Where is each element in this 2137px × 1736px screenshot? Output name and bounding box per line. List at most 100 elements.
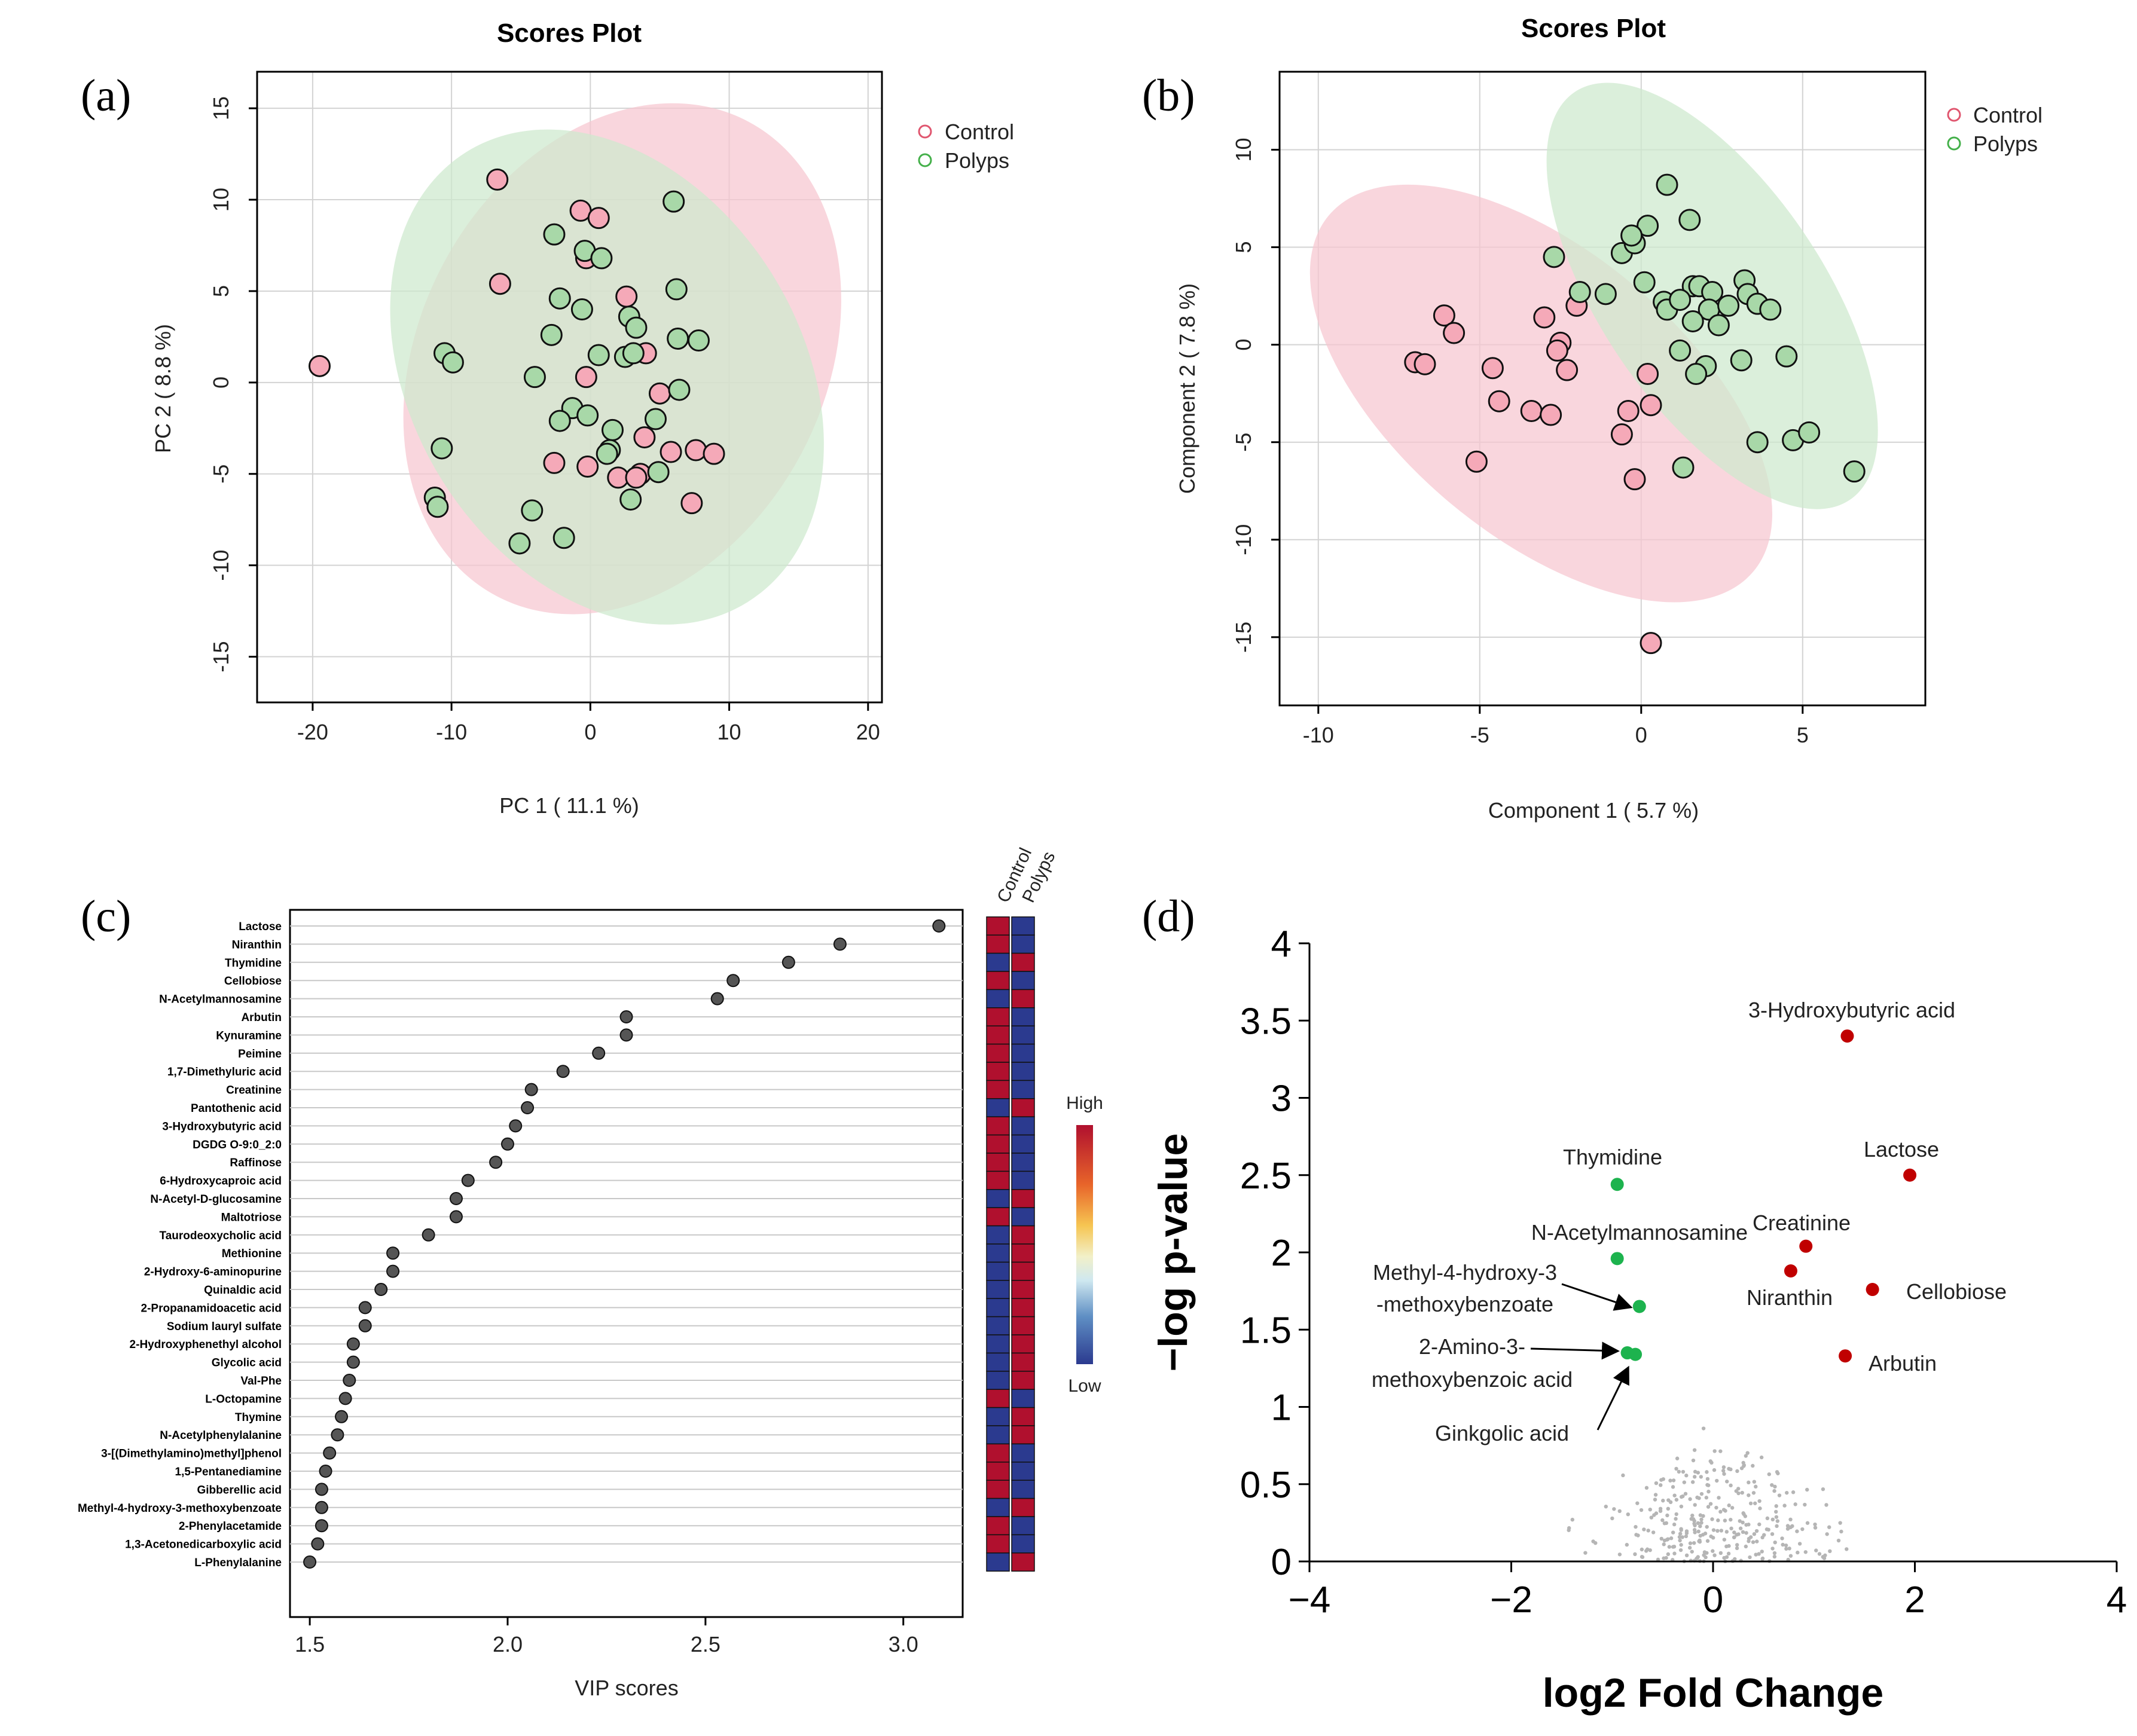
sig-point-up (1839, 1349, 1852, 1363)
label-ginkgolic: Ginkgolic acid (1435, 1421, 1569, 1445)
nonsig-point (1648, 1507, 1652, 1512)
vip-point (346, 1337, 360, 1351)
nonsig-point (1757, 1552, 1761, 1556)
heat-cell-control (986, 934, 1010, 954)
heat-cell-control (986, 1153, 1010, 1172)
vip-feature-label: Thymine (235, 1411, 282, 1424)
nonsig-point (1784, 1543, 1788, 1548)
panel-b-letter: (b) (1142, 71, 1195, 121)
nonsig-point (1678, 1538, 1682, 1543)
heat-cell-polyps (1011, 1043, 1035, 1063)
nonsig-point (1696, 1521, 1701, 1526)
nonsig-point (1751, 1491, 1756, 1495)
vip-feature-label: DGDG O-9:0_2:0 (193, 1139, 282, 1151)
nonsig-point (1678, 1548, 1683, 1552)
arrow-methyl (1561, 1283, 1633, 1311)
nonsig-point (1654, 1481, 1659, 1486)
vip-point (781, 955, 795, 969)
nonsig-point (1680, 1535, 1684, 1539)
nonsig-point (1697, 1496, 1701, 1500)
heat-cell-polyps (1011, 1170, 1035, 1190)
vip-point (500, 1137, 514, 1151)
nonsig-point (1735, 1543, 1739, 1547)
vip-feature-label: Val-Phe (240, 1375, 282, 1387)
nonsig-point (1690, 1549, 1694, 1554)
heat-cell-control (986, 1225, 1010, 1245)
vip-feature-label: N-Acetylmannosamine (159, 994, 282, 1006)
nonsig-point (1775, 1524, 1779, 1529)
heat-cell-polyps (1011, 1497, 1035, 1517)
heat-cell-polyps (1011, 1080, 1035, 1099)
nonsig-point (1660, 1518, 1665, 1523)
nonsig-point (1692, 1518, 1696, 1523)
nonsig-point (1688, 1497, 1692, 1501)
nonsig-point (1688, 1541, 1693, 1545)
nonsig-point (1653, 1497, 1657, 1502)
vip-point (932, 919, 946, 933)
sig-point-down (1610, 1178, 1624, 1191)
x-tick-label: 1.5 (295, 1632, 325, 1656)
y-tick-label: -5 (1231, 433, 1256, 452)
nonsig-point (1772, 1551, 1777, 1555)
heat-cell-control (986, 1062, 1010, 1081)
confidence-ellipse-polyps (390, 129, 824, 625)
nonsig-point (1659, 1478, 1663, 1482)
sig-point-up (1866, 1283, 1879, 1297)
nonsig-point (1777, 1493, 1782, 1497)
nonsig-point (1679, 1543, 1683, 1547)
point-control (1488, 390, 1510, 412)
vip-point (386, 1264, 400, 1278)
point-polyps (1637, 215, 1659, 237)
point-polyps (668, 378, 691, 401)
x-tick-label: 0 (584, 720, 596, 744)
nonsig-point (1705, 1477, 1710, 1481)
point-polyps (644, 408, 667, 430)
nonsig-point (1754, 1484, 1758, 1489)
nonsig-point (1687, 1545, 1692, 1550)
vip-point (422, 1228, 435, 1242)
nonsig-point (1666, 1506, 1671, 1511)
nonsig-point (1744, 1454, 1748, 1458)
nonsig-point (1683, 1492, 1688, 1496)
nonsig-point (1715, 1478, 1719, 1483)
legend-a-polyps-marker (918, 153, 932, 167)
point-polyps (1543, 246, 1565, 268)
nonsig-point (1770, 1546, 1775, 1551)
nonsig-point (1800, 1527, 1805, 1532)
heat-cell-polyps (1011, 1552, 1035, 1572)
point-polyps (1678, 209, 1701, 231)
point-polyps (587, 344, 610, 366)
heat-cell-polyps (1011, 1025, 1035, 1045)
nonsig-point (1729, 1483, 1733, 1488)
vip-feature-label: Methyl-4-hydroxy-3-methoxybenzoate (78, 1502, 282, 1515)
vip-feature-label: Gibberellic acid (197, 1484, 282, 1496)
nonsig-point (1821, 1555, 1825, 1559)
nonsig-point (1612, 1507, 1616, 1511)
y-tick-label: 2.5 (1240, 1156, 1292, 1197)
nonsig-point (1701, 1426, 1706, 1431)
point-polyps (1672, 456, 1695, 479)
nonsig-point (1824, 1503, 1828, 1507)
heat-cell-control (986, 1316, 1010, 1335)
point-control (685, 439, 707, 461)
heat-cell-polyps (1011, 1062, 1035, 1081)
nonsig-point (1662, 1556, 1666, 1560)
nonsig-point (1785, 1490, 1789, 1495)
nonsig-point (1718, 1449, 1723, 1453)
x-tick-label: -10 (436, 720, 467, 744)
heat-cell-control (986, 971, 1010, 991)
vip-point (386, 1246, 400, 1260)
heat-cell-polyps (1011, 1443, 1035, 1463)
heat-cell-control (986, 1462, 1010, 1481)
nonsig-point (1677, 1535, 1682, 1539)
vip-feature-label: Thymidine (225, 957, 282, 970)
vip-point (335, 1410, 349, 1423)
label-methyl-line1: Methyl-4-hydroxy-3 (1373, 1260, 1557, 1285)
panel-d-xlabel: log2 Fold Change (1543, 1670, 1883, 1716)
y-tick-label: 0 (1231, 339, 1256, 351)
nonsig-point (1639, 1508, 1644, 1512)
heat-cell-control (986, 1098, 1010, 1117)
nonsig-point (1684, 1534, 1689, 1539)
nonsig-point (1691, 1458, 1696, 1463)
heat-cell-polyps (1011, 1352, 1035, 1372)
